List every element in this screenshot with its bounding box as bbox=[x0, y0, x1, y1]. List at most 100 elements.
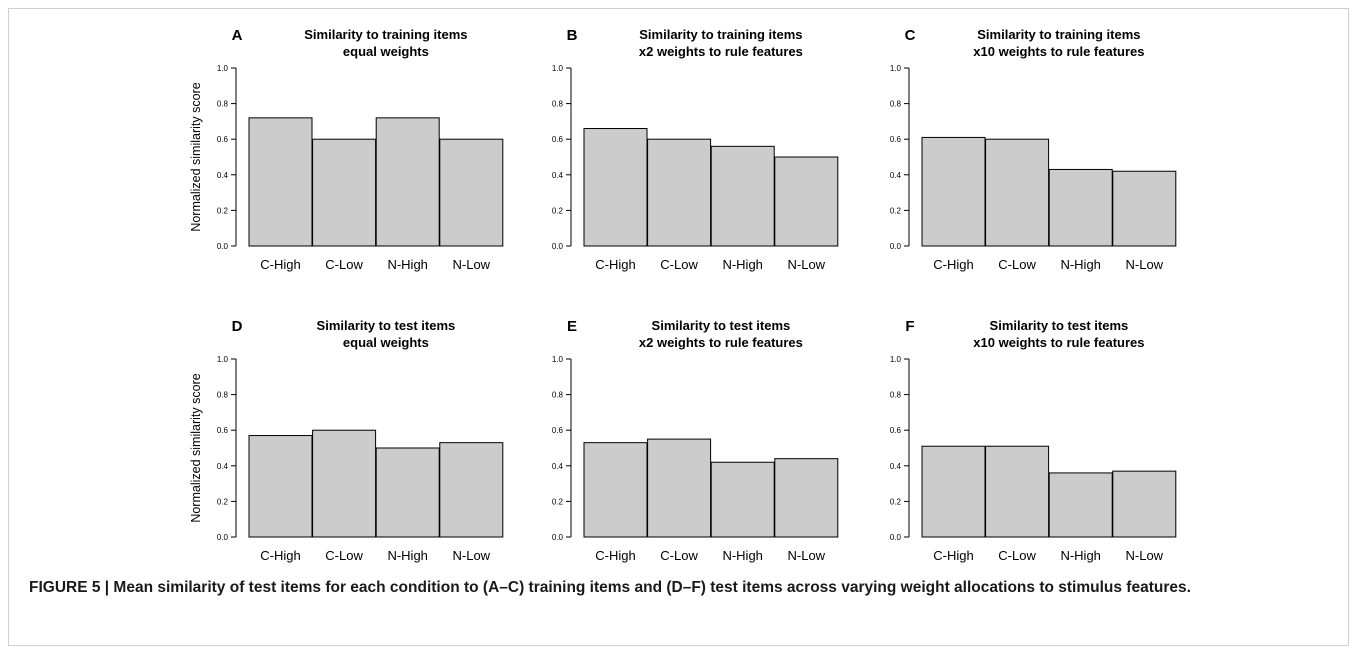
panel-f-letter: F bbox=[905, 318, 914, 335]
panel-a-bar-n-low bbox=[439, 138, 504, 247]
panel-d-y-tick-label: 0.8 bbox=[217, 391, 229, 400]
panel-b-y-tick-label: 0.6 bbox=[552, 135, 564, 144]
panel-e-x-label: C-Low bbox=[660, 548, 698, 563]
panel-a-y-label: Normalized similarity score bbox=[189, 82, 203, 231]
panel-a-x-label: N-Low bbox=[453, 257, 491, 272]
figure-caption: FIGURE 5 | Mean similarity of test items… bbox=[29, 579, 1191, 596]
figure-frame bbox=[8, 8, 1349, 646]
panel-a-y-tick-label: 0.2 bbox=[217, 206, 229, 215]
panel-b-letter: B bbox=[567, 27, 578, 44]
panel-d-y-label: Normalized similarity score bbox=[189, 373, 203, 522]
panel-f-bar-c-low bbox=[985, 445, 1050, 538]
panel-d-bar-n-low bbox=[439, 442, 504, 538]
panel-c-x-label: C-High bbox=[933, 257, 973, 272]
panel-c-y-tick-label: 1.0 bbox=[890, 64, 902, 73]
panel-c-letter: C bbox=[905, 27, 916, 44]
panel-a-y-tick-label: 1.0 bbox=[217, 64, 229, 73]
panel-f-title: Similarity to test items bbox=[990, 318, 1129, 333]
panel-b-y-tick-label: 0.8 bbox=[552, 100, 564, 109]
panel-e-y-tick-label: 0.2 bbox=[552, 497, 564, 506]
panel-b-bar-c-high bbox=[583, 128, 648, 247]
panel-f-x-label: C-High bbox=[933, 548, 973, 563]
panel-a-y-tick-label: 0.8 bbox=[217, 100, 229, 109]
panel-b-x-label: N-High bbox=[722, 257, 762, 272]
panel-a-y-tick-label: 0.4 bbox=[217, 171, 229, 180]
panel-c-bar-c-high bbox=[921, 136, 986, 247]
panel-b-y-tick-label: 0.0 bbox=[552, 242, 564, 251]
panel-b-x-label: C-High bbox=[595, 257, 635, 272]
panel-b-y-tick-label: 0.4 bbox=[552, 171, 564, 180]
panel-d-subtitle: equal weights bbox=[343, 335, 429, 350]
panel-d-y-tick-label: 0.0 bbox=[217, 533, 229, 542]
panel-c-x-label: N-Low bbox=[1126, 257, 1164, 272]
panel-c-y-tick-label: 0.8 bbox=[890, 100, 902, 109]
panel-a-bar-c-high bbox=[248, 117, 313, 247]
panel-e-bar-n-high bbox=[710, 461, 775, 538]
panel-c-y-tick-label: 0.4 bbox=[890, 171, 902, 180]
panel-f-y-tick-label: 0.2 bbox=[890, 497, 902, 506]
panel-e-y-tick-label: 0.8 bbox=[552, 391, 564, 400]
panel-f-x-label: N-Low bbox=[1126, 548, 1164, 563]
panel-b-subtitle: x2 weights to rule features bbox=[639, 44, 803, 59]
panel-d-bar-c-low bbox=[312, 429, 377, 538]
panel-a-bar-c-low bbox=[312, 138, 377, 247]
panel-d-x-label: C-High bbox=[260, 548, 300, 563]
panel-e-bar-c-low bbox=[647, 438, 712, 538]
panel-e-bar-c-high bbox=[583, 442, 648, 538]
panel-d-y-tick-label: 0.4 bbox=[217, 462, 229, 471]
panel-d-title: Similarity to test items bbox=[317, 318, 456, 333]
panel-c-x-label: C-Low bbox=[998, 257, 1036, 272]
panel-a-x-label: C-Low bbox=[325, 257, 363, 272]
panel-b-x-label: N-Low bbox=[788, 257, 826, 272]
panel-a-x-label: N-High bbox=[387, 257, 427, 272]
panel-c-bar-c-low bbox=[985, 138, 1050, 247]
panel-d-x-label: N-Low bbox=[453, 548, 491, 563]
panel-c-bar-n-high bbox=[1048, 168, 1113, 247]
panel-e-y-tick-label: 1.0 bbox=[552, 355, 564, 364]
panel-e-letter: E bbox=[567, 318, 577, 335]
panel-d-bar-c-high bbox=[248, 435, 313, 538]
panel-b-y-tick-label: 1.0 bbox=[552, 64, 564, 73]
panel-f-x-label: C-Low bbox=[998, 548, 1036, 563]
panel-f-y-tick-label: 1.0 bbox=[890, 355, 902, 364]
panel-d-y-tick-label: 0.2 bbox=[217, 497, 229, 506]
panel-c-y-tick-label: 0.6 bbox=[890, 135, 902, 144]
panel-d-x-label: N-High bbox=[387, 548, 427, 563]
panel-a-letter: A bbox=[232, 27, 243, 44]
panel-b-x-label: C-Low bbox=[660, 257, 698, 272]
panel-a-y-tick-label: 0.6 bbox=[217, 135, 229, 144]
panel-a-bar-n-high bbox=[375, 117, 440, 247]
panel-c-subtitle: x10 weights to rule features bbox=[973, 44, 1144, 59]
panel-c-bar-n-low bbox=[1112, 170, 1177, 247]
panel-f-bar-n-low bbox=[1112, 470, 1177, 538]
panel-d-y-tick-label: 1.0 bbox=[217, 355, 229, 364]
panel-f-bar-n-high bbox=[1048, 472, 1113, 538]
panel-a-subtitle: equal weights bbox=[343, 44, 429, 59]
panel-a-y-tick-label: 0.0 bbox=[217, 242, 229, 251]
panel-b-title: Similarity to training items bbox=[639, 27, 802, 42]
panel-e-x-label: N-Low bbox=[788, 548, 826, 563]
panel-e-x-label: C-High bbox=[595, 548, 635, 563]
panel-a-title: Similarity to training items bbox=[304, 27, 467, 42]
panel-d-y-tick-label: 0.6 bbox=[217, 426, 229, 435]
panel-c-y-tick-label: 0.2 bbox=[890, 206, 902, 215]
panel-f-y-tick-label: 0.0 bbox=[890, 533, 902, 542]
panel-f-bar-c-high bbox=[921, 445, 986, 538]
panel-a-x-label: C-High bbox=[260, 257, 300, 272]
panel-e-bar-n-low bbox=[774, 458, 839, 538]
panel-f-y-tick-label: 0.8 bbox=[890, 391, 902, 400]
panel-e-subtitle: x2 weights to rule features bbox=[639, 335, 803, 350]
panel-f-y-tick-label: 0.4 bbox=[890, 462, 902, 471]
panel-b-bar-n-high bbox=[710, 145, 775, 247]
panel-f-subtitle: x10 weights to rule features bbox=[973, 335, 1144, 350]
panel-d-x-label: C-Low bbox=[325, 548, 363, 563]
panel-c-y-tick-label: 0.0 bbox=[890, 242, 902, 251]
panel-e-y-tick-label: 0.4 bbox=[552, 462, 564, 471]
panel-c-title: Similarity to training items bbox=[977, 27, 1140, 42]
panel-d-letter: D bbox=[232, 318, 243, 335]
panel-b-bar-c-low bbox=[647, 138, 712, 247]
panel-c-x-label: N-High bbox=[1060, 257, 1100, 272]
panel-d-bar-n-high bbox=[375, 447, 440, 538]
panel-e-y-tick-label: 0.6 bbox=[552, 426, 564, 435]
